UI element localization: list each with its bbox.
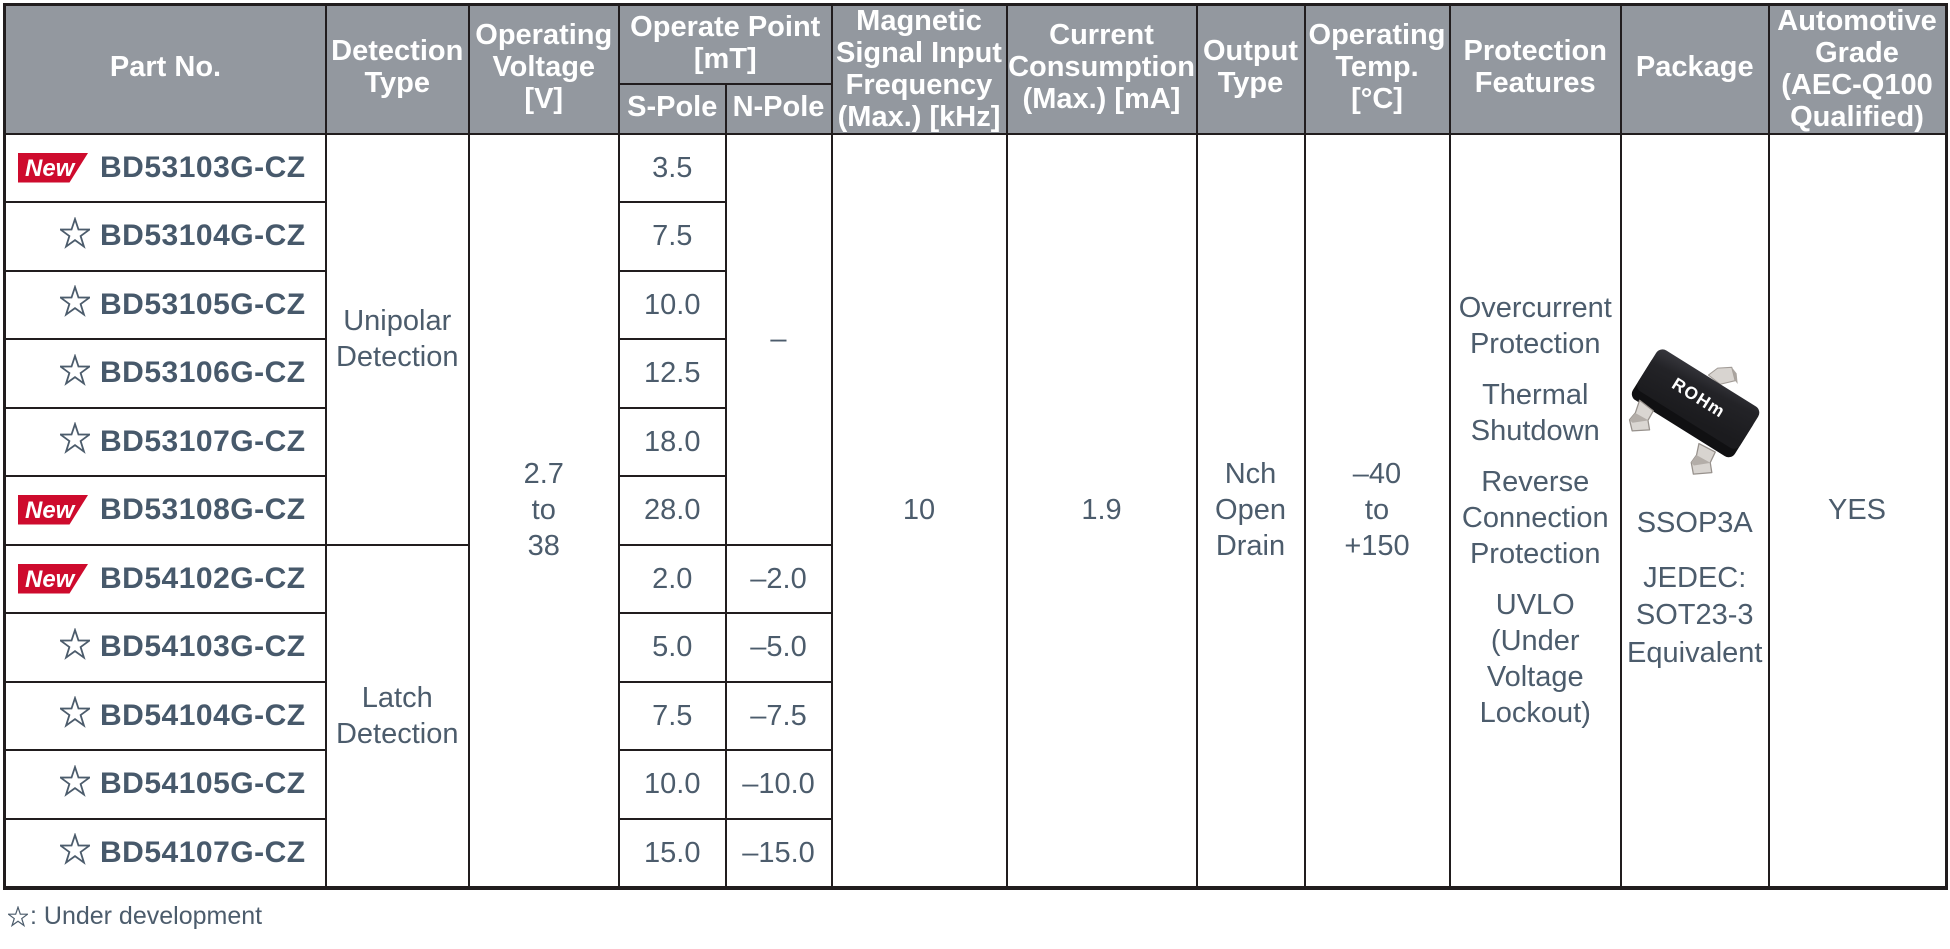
svg-text:New: New bbox=[25, 155, 76, 182]
svg-text:New: New bbox=[25, 497, 76, 524]
svg-text:New: New bbox=[25, 566, 76, 593]
